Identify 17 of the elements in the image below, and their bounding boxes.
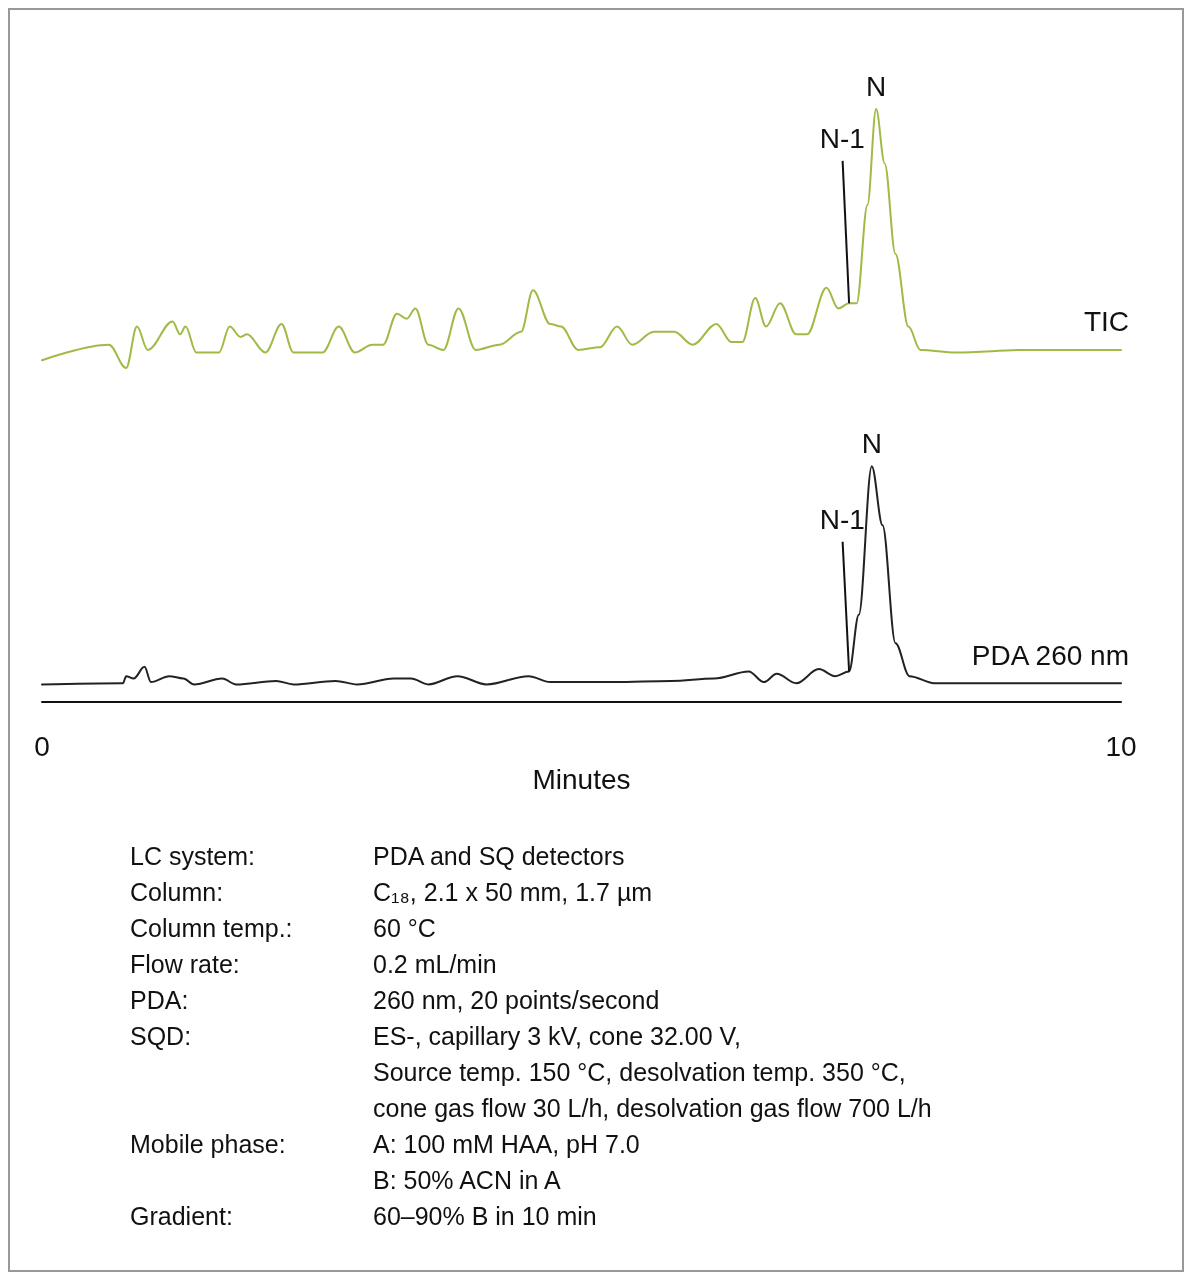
series-label: TIC	[1083, 306, 1129, 338]
x-tick-label: 0	[34, 730, 50, 762]
x-axis-title: Minutes	[532, 763, 631, 795]
text: Column: C₁₈, 2.1 x 50 mm, 1.7 µm	[130, 878, 653, 906]
annotation: N-1	[819, 123, 865, 155]
x-tick-label: 10	[1105, 730, 1137, 762]
text: Flow rate: 0.2 mL/min	[130, 950, 497, 978]
annotation: N	[865, 71, 887, 103]
series-label: PDA 260 nm	[971, 639, 1129, 671]
text: PDA: 260 nm, 20 points/second	[130, 986, 660, 1014]
text: SQD: ES-, capillary 3 kV, cone 32.00 V, Source temp. 150 °C, desolvation temp. 350 °C, cone gas flow 30 L/h, desolvation gas flow 700 L/h	[130, 1022, 932, 1122]
text: Column temp.: 60 °C	[130, 914, 436, 942]
text: Mobile phase: A: 100 mM HAA, pH 7.0 B: 50% ACN in A	[130, 1130, 640, 1194]
annotation: N-1	[819, 504, 865, 536]
text: LC system: PDA and SQ detectors	[130, 842, 625, 870]
text: Gradient: 60–90% B in 10 min	[130, 1202, 597, 1230]
annotation: N	[861, 428, 882, 460]
